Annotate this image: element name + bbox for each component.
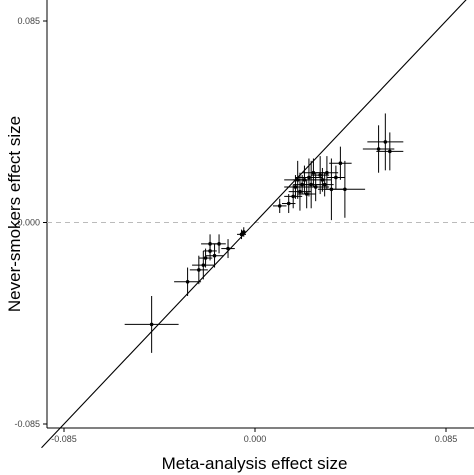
y-tick-label: -0.085	[14, 419, 40, 429]
identity-line	[41, 0, 467, 449]
point-marker	[388, 149, 392, 154]
point-marker	[313, 185, 318, 189]
point-marker	[376, 147, 381, 151]
data-point	[237, 229, 247, 240]
point-marker	[293, 185, 298, 189]
data-point	[326, 165, 345, 190]
data-point	[241, 227, 247, 237]
x-tick-label: 0.000	[244, 434, 267, 444]
point-marker	[212, 253, 217, 258]
point-marker	[185, 279, 190, 284]
data-point	[311, 156, 330, 195]
point-marker	[291, 194, 296, 199]
data-point	[362, 125, 395, 173]
data-point	[284, 184, 303, 209]
point-marker	[309, 182, 313, 187]
data-point	[376, 132, 404, 171]
data-point	[367, 113, 404, 171]
data-point	[174, 267, 202, 296]
point-marker	[197, 268, 201, 272]
data-point	[124, 295, 179, 353]
point-marker	[241, 230, 246, 234]
x-axis-ticks: -0.085 0.000 0.085	[51, 428, 457, 444]
point-marker	[226, 246, 230, 251]
data-point	[315, 156, 339, 190]
data-point	[315, 172, 334, 197]
data-point	[313, 167, 332, 192]
y-tick-label: 0.085	[17, 16, 40, 26]
data-point	[221, 239, 235, 259]
point-marker	[383, 140, 388, 144]
data-point	[189, 255, 208, 285]
point-marker	[239, 232, 244, 237]
data-point	[329, 146, 352, 180]
data-point	[295, 158, 323, 197]
data-point	[288, 172, 312, 211]
point-marker	[334, 175, 338, 180]
x-tick-label: -0.085	[51, 434, 77, 444]
point-marker	[343, 187, 347, 192]
point-marker	[201, 263, 206, 267]
point-marker	[149, 322, 154, 327]
point-marker	[302, 178, 307, 182]
x-axis-title: Meta-analysis effect size	[162, 454, 348, 473]
y-tick-label: 0.000	[17, 218, 40, 228]
data-point	[293, 165, 316, 195]
y-axis-title: Never-smokers effect size	[5, 116, 24, 312]
data-point	[324, 160, 366, 218]
point-marker	[298, 189, 302, 194]
point-marker	[217, 242, 221, 246]
data-point	[272, 198, 287, 214]
point-marker	[320, 178, 325, 182]
point-marker	[338, 161, 343, 166]
point-marker	[307, 175, 311, 180]
point-marker	[311, 170, 316, 175]
x-tick-label: 0.085	[435, 434, 458, 444]
point-marker	[277, 204, 282, 208]
point-marker	[208, 242, 212, 246]
point-marker	[318, 173, 322, 177]
point-marker	[203, 256, 208, 260]
data-point	[205, 243, 224, 268]
data-point	[212, 234, 226, 254]
point-marker	[325, 170, 329, 175]
point-marker	[286, 201, 291, 206]
point-marker	[304, 192, 309, 196]
point-marker	[322, 182, 327, 187]
data-point	[192, 250, 215, 280]
data-points	[124, 113, 404, 353]
y-axis-ticks: -0.085 0.000 0.085	[14, 16, 47, 429]
